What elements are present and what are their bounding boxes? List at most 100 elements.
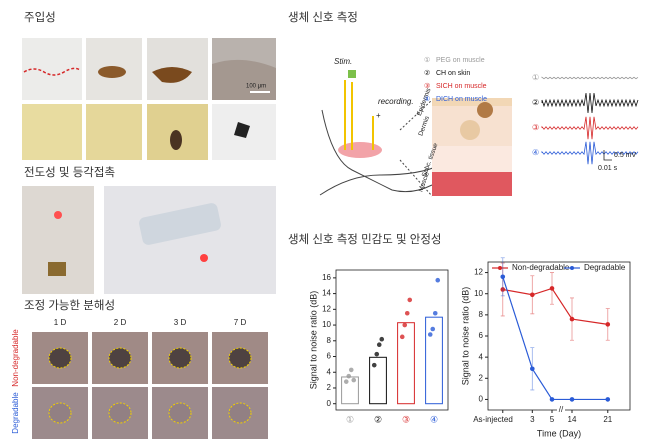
x-tick-label: 3 xyxy=(530,415,535,424)
trace-number: ① xyxy=(532,73,539,82)
data-point xyxy=(435,277,441,283)
diagram-label: recording. xyxy=(378,97,414,106)
y-tick-label: 2 xyxy=(327,383,332,392)
y-tick-label: 4 xyxy=(327,367,332,376)
trace-number: ③ xyxy=(532,123,539,132)
y-tick-label: 12 xyxy=(322,304,331,313)
day-label: 1 D xyxy=(54,318,67,327)
y-axis-label: Signal to noise ratio (dB) xyxy=(308,291,318,390)
outline xyxy=(168,402,192,424)
scale-bar: 100 μm xyxy=(246,84,266,90)
x-tick-label: ② xyxy=(374,414,382,424)
legend-number: ③ xyxy=(424,82,430,90)
x-tick-label: 14 xyxy=(568,415,577,424)
marker xyxy=(549,286,555,291)
trace xyxy=(541,76,639,80)
marker xyxy=(605,322,611,327)
y-tick-label: 6 xyxy=(327,352,332,361)
trace xyxy=(541,116,639,140)
y-tick-label: 8 xyxy=(327,336,332,345)
day-label: 7 D xyxy=(234,318,247,327)
data-point xyxy=(343,379,349,384)
diagram-label: Stim. xyxy=(334,57,352,66)
outline xyxy=(48,402,72,424)
x-axis-label: Time (Day) xyxy=(537,428,581,438)
legend-text: Degradable xyxy=(584,263,626,272)
marker xyxy=(500,274,506,280)
legend-number: ② xyxy=(424,69,430,77)
x-tick-label: ③ xyxy=(402,414,410,424)
data-point xyxy=(402,322,408,328)
photo xyxy=(212,387,268,439)
outline xyxy=(48,347,72,369)
panel-title: 생체 신호 측정 xyxy=(288,11,358,24)
photo xyxy=(92,387,148,439)
data-point xyxy=(371,362,377,368)
panel-title: 전도성 및 등각접촉 xyxy=(24,166,115,179)
trace-scale-label: 0.01 s xyxy=(598,165,618,172)
outline xyxy=(108,402,132,424)
legend-number: ① xyxy=(424,56,430,64)
row-label: Non-degradable xyxy=(11,329,20,387)
outline xyxy=(108,347,132,369)
bar xyxy=(425,316,443,405)
outline xyxy=(228,402,252,424)
legend-text: PEG on muscle xyxy=(436,57,485,64)
line xyxy=(502,276,608,401)
day-label: 3 D xyxy=(174,318,187,327)
panel-title: 생체 신호 측정 민감도 및 안정성 xyxy=(288,233,442,246)
trace-number: ④ xyxy=(532,148,539,157)
x-tick-label: 21 xyxy=(603,415,612,424)
data-point xyxy=(379,336,385,342)
bar xyxy=(369,356,387,405)
data-point xyxy=(348,367,354,373)
x-tick-label: 5 xyxy=(550,415,555,424)
data-point xyxy=(346,373,352,379)
marker xyxy=(605,397,611,402)
data-point xyxy=(432,310,438,316)
data-point xyxy=(376,342,382,348)
y-tick-label: 4 xyxy=(479,352,484,361)
data-point xyxy=(404,310,410,316)
marker xyxy=(569,316,575,322)
marker xyxy=(549,397,555,402)
axis-break-mark: // xyxy=(559,405,564,414)
layer-label: Dermis xyxy=(417,115,431,137)
y-tick-label: 12 xyxy=(474,268,483,277)
outline xyxy=(228,347,252,369)
y-tick-label: 2 xyxy=(479,373,484,382)
legend-marker xyxy=(498,266,502,270)
photo xyxy=(32,387,88,439)
diagram xyxy=(319,70,512,197)
trace-scale xyxy=(603,150,612,161)
y-tick-label: 0 xyxy=(479,395,484,404)
y-tick-label: 6 xyxy=(479,331,484,340)
bar xyxy=(397,322,415,405)
data-point xyxy=(399,334,405,340)
y-tick-label: 8 xyxy=(479,310,484,319)
panel-title: 주입성 xyxy=(24,11,56,24)
legend-text: Non-degradable xyxy=(512,263,570,272)
y-tick-label: 16 xyxy=(322,273,331,282)
x-tick-label: As-injected xyxy=(473,415,513,424)
legend-marker xyxy=(570,266,574,270)
panel-title: 조정 가능한 분해성 xyxy=(24,299,115,312)
trace-scale-label: 0.5 mV xyxy=(614,152,637,159)
plot-frame xyxy=(335,269,449,411)
y-tick-label: 0 xyxy=(327,399,332,408)
x-tick-label: ④ xyxy=(430,414,438,424)
outline xyxy=(168,347,192,369)
legend-number: ④ xyxy=(424,95,430,103)
trace xyxy=(541,141,639,165)
diagram-label: + xyxy=(376,111,381,120)
trace xyxy=(541,92,639,114)
data-point xyxy=(351,377,357,383)
y-tick-label: 14 xyxy=(322,289,331,298)
x-tick-label: ① xyxy=(346,414,354,424)
degradation-photos: 1 D 2 D 3 D 7 D Non-degradable Degradable xyxy=(11,318,268,439)
y-axis-label: Signal to noise ratio (dB) xyxy=(460,287,470,386)
data-point xyxy=(430,326,436,332)
photos: 100 μm xyxy=(22,38,276,294)
y-tick-label: 10 xyxy=(322,320,331,329)
